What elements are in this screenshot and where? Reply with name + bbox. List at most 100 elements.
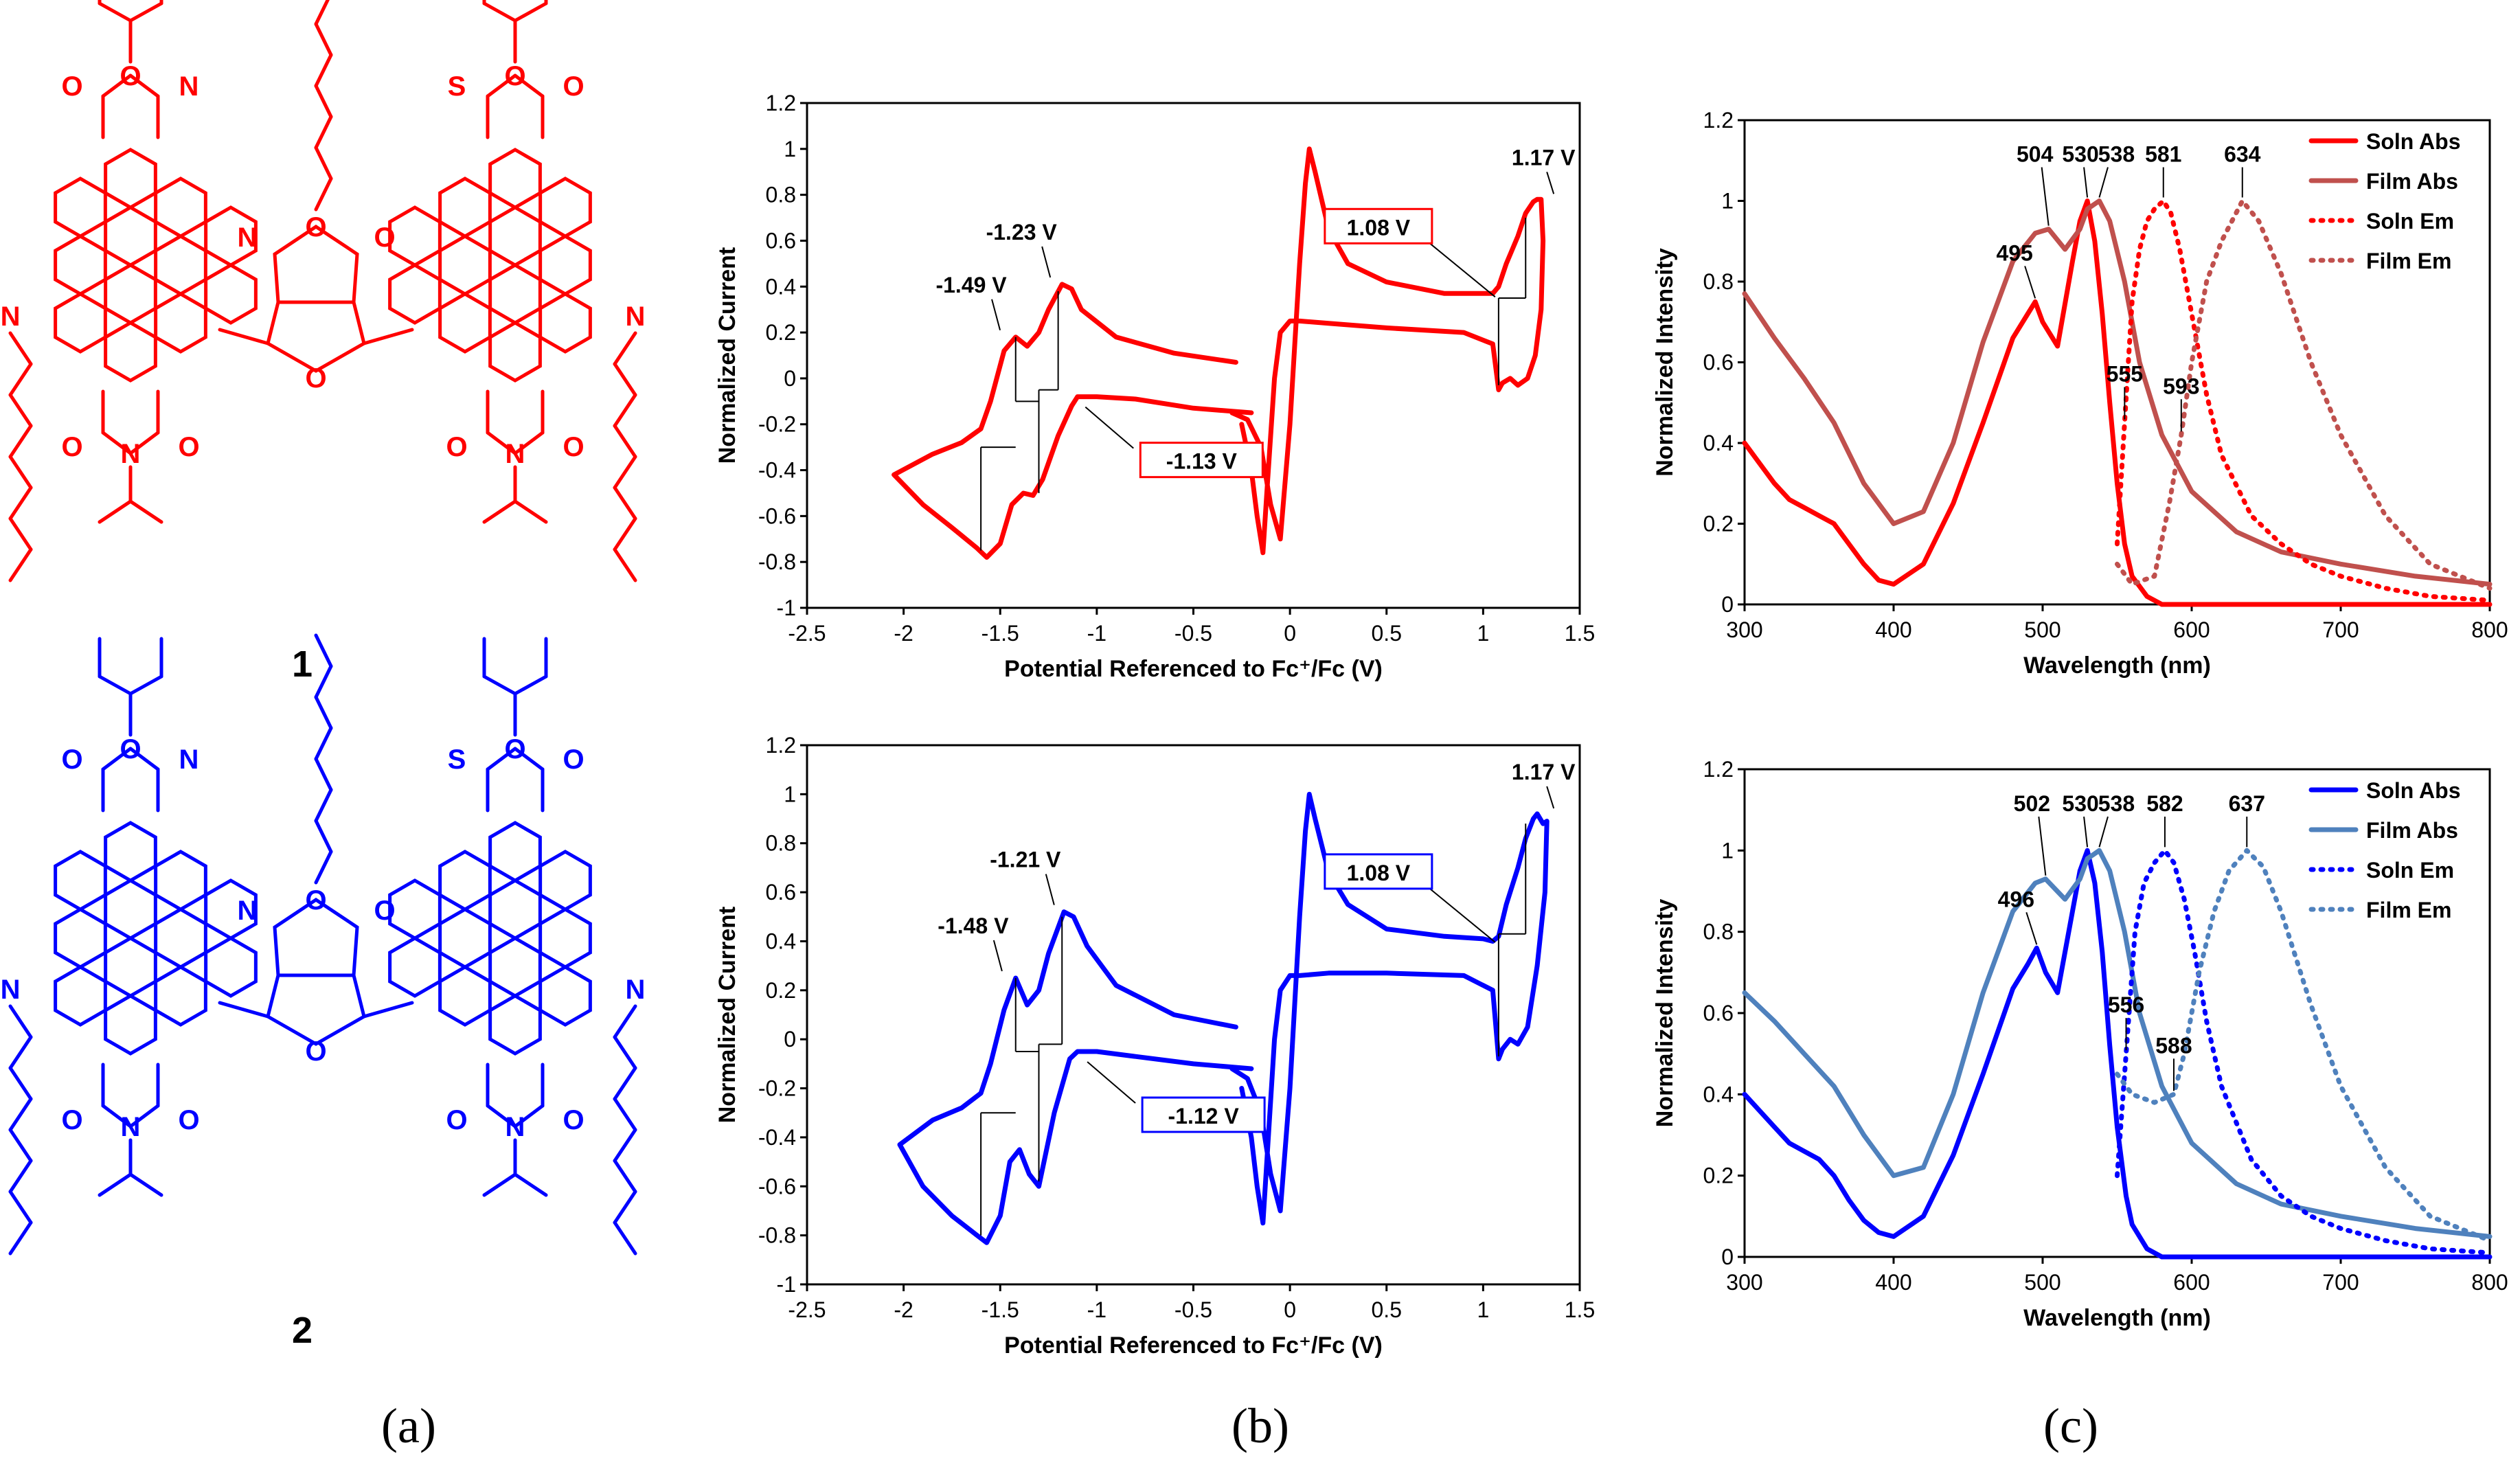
ring-inner xyxy=(56,222,106,236)
ring xyxy=(104,321,157,383)
annotation-label: -1.48 V xyxy=(938,913,1009,938)
ring xyxy=(154,907,207,969)
atom-label: O xyxy=(563,432,584,462)
ring xyxy=(54,234,107,296)
bond xyxy=(8,547,33,582)
x-tick-label: 1.5 xyxy=(1565,1297,1595,1322)
annotation-box xyxy=(1324,853,1433,890)
ring-inner xyxy=(156,1010,206,1025)
bond xyxy=(8,516,33,552)
annotation-label: -1.23 V xyxy=(986,220,1058,245)
y-tick-label: 0 xyxy=(1721,1245,1734,1269)
y-tick-label: 0.2 xyxy=(766,320,796,345)
ring xyxy=(388,878,442,940)
annotation-label: 1.08 V xyxy=(1347,861,1411,885)
atom-label: O xyxy=(504,734,525,764)
bond xyxy=(8,1004,33,1039)
bond xyxy=(314,84,333,119)
atom-label: O xyxy=(563,745,584,775)
atom-label: N xyxy=(238,223,258,253)
x-tick-label: 1.5 xyxy=(1565,621,1595,646)
bond xyxy=(98,674,133,696)
peak-label: 530 xyxy=(2062,791,2098,816)
ring-inner xyxy=(390,981,440,996)
annotation-label: -1.49 V xyxy=(935,273,1007,297)
series-line-soln-em xyxy=(2115,848,2493,1256)
ring xyxy=(154,177,207,238)
ring xyxy=(154,965,207,1027)
x-tick-label: 400 xyxy=(1875,1270,1911,1295)
peak-label: 530 xyxy=(2062,142,2098,167)
annotation-label: 1.17 V xyxy=(1512,145,1576,170)
peak-label: 504 xyxy=(2017,142,2054,167)
y-axis-label: Normalized Current xyxy=(714,907,740,1124)
legend-label: Film Abs xyxy=(2366,169,2458,194)
y-tick-label: 0 xyxy=(1721,592,1734,617)
bond xyxy=(218,1001,270,1019)
ring-inner xyxy=(156,280,206,294)
x-tick-label: 800 xyxy=(2471,617,2508,642)
ring-inner xyxy=(56,280,106,294)
bond xyxy=(314,757,333,792)
annotation-label: 1.17 V xyxy=(1512,760,1576,784)
bond xyxy=(486,1104,517,1128)
x-tick-label: -0.5 xyxy=(1174,621,1212,646)
ring xyxy=(488,878,542,940)
y-tick-label: 0.6 xyxy=(1703,1001,1734,1025)
ring xyxy=(388,936,442,998)
bond xyxy=(8,455,33,490)
bond xyxy=(314,177,333,212)
ring xyxy=(538,292,592,354)
ring-inner xyxy=(390,924,440,938)
series-line-film-abs xyxy=(1742,198,2493,587)
annotation-label: -1.12 V xyxy=(1168,1104,1240,1128)
series-line-oxidation-cv xyxy=(1229,791,1550,1226)
bond xyxy=(8,486,33,521)
ring xyxy=(538,850,592,911)
ring xyxy=(488,994,542,1056)
ring xyxy=(438,177,492,238)
bond xyxy=(513,674,548,696)
ring-inner xyxy=(56,895,106,909)
atom-label: N xyxy=(506,1112,525,1142)
ring-inner xyxy=(541,895,591,909)
bond xyxy=(613,424,637,459)
y-tick-label: 1.2 xyxy=(1703,757,1734,782)
peak-leader xyxy=(2083,816,2089,848)
bond xyxy=(513,499,548,524)
bond xyxy=(128,1,163,23)
atom-label: O xyxy=(61,432,82,462)
ring-inner xyxy=(56,337,106,352)
peak-label: 502 xyxy=(2014,791,2050,816)
x-tick-label: 300 xyxy=(1726,617,1762,642)
plot-frame xyxy=(806,744,1581,1286)
ring-inner xyxy=(490,366,541,381)
peak-leader xyxy=(2038,816,2047,876)
ring xyxy=(488,205,542,267)
ring xyxy=(154,850,207,911)
atom-label: O xyxy=(61,745,82,775)
x-tick-label: 0.5 xyxy=(1372,621,1402,646)
ring-inner xyxy=(440,222,490,236)
ring-inner xyxy=(541,953,591,967)
x-axis-label: Potential Referenced to Fc⁺/Fc (V) xyxy=(1004,1332,1383,1359)
bond xyxy=(128,674,163,696)
bond xyxy=(613,393,637,428)
legend-label: Soln Abs xyxy=(2366,778,2460,803)
series-line-oxidation-cv xyxy=(1229,146,1546,556)
y-tick-label: 0.4 xyxy=(1703,431,1734,455)
peak-label: 538 xyxy=(2098,142,2135,167)
bond xyxy=(128,747,160,771)
y-tick-label: 0 xyxy=(784,1027,796,1052)
y-tick-label: -0.2 xyxy=(758,412,796,437)
bond xyxy=(314,664,333,699)
x-tick-label: 0 xyxy=(1284,1297,1296,1322)
series-line-soln-em xyxy=(2115,198,2493,603)
ring-inner xyxy=(106,866,156,881)
ring-inner xyxy=(541,337,591,352)
bond xyxy=(218,328,270,345)
y-tick-label: -1 xyxy=(777,1272,796,1297)
y-tick-label: 0.6 xyxy=(1703,350,1734,375)
peak-leader xyxy=(2024,266,2036,299)
y-tick-label: 0.2 xyxy=(766,978,796,1003)
